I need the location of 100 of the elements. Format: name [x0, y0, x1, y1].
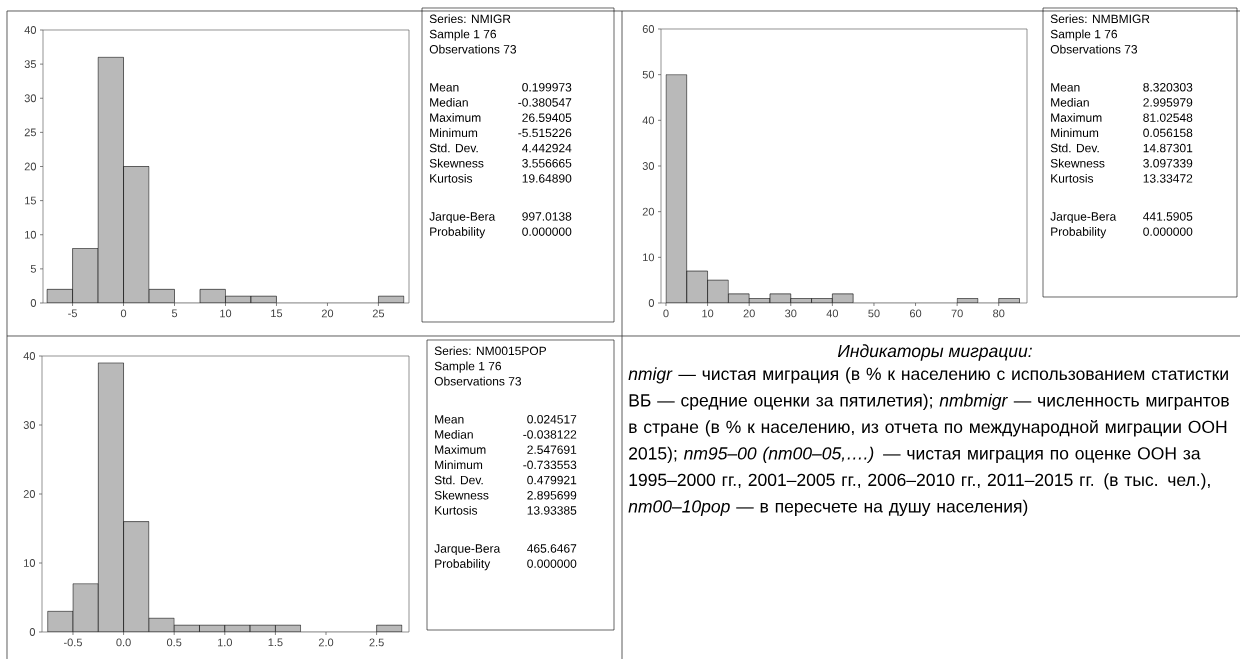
text: 465.6467 [527, 544, 577, 553]
text: Minimum [430, 128, 478, 138]
y-tick-label: 30 [24, 94, 37, 103]
text: Series: NM0015POP [434, 346, 547, 356]
x-tick-label: 0 [120, 309, 127, 318]
text: Mean [435, 415, 464, 424]
text: -5.515226 [518, 128, 572, 138]
text: Probability [430, 227, 486, 239]
text: 0.000000 [522, 227, 572, 236]
x-tick-label: 60 [909, 309, 922, 318]
x-tick-label: 5 [171, 309, 178, 318]
y-tick-label: 0 [29, 628, 36, 636]
text: 3.097339 [1143, 159, 1193, 168]
text: 13.33472 [1143, 174, 1193, 183]
y-tick-label: 30 [23, 421, 36, 429]
text: Series: NMBMIGR [1050, 14, 1150, 24]
text: 2.547691 [527, 445, 577, 454]
x-tick-label: 20 [321, 309, 334, 318]
x-tick-label: 30 [785, 309, 797, 318]
y-tick-label: 5 [30, 265, 36, 273]
text: Median [1051, 97, 1089, 107]
y-tick-label: 10 [24, 559, 36, 567]
text: 441.5905 [1143, 212, 1193, 221]
x-tick-label: 1.0 [217, 638, 232, 647]
text: -0.038122 [523, 430, 577, 439]
text: 8.320303 [1143, 83, 1193, 92]
text: 4.442924 [522, 143, 572, 153]
text: Sample 1 76 [434, 361, 502, 373]
x-tick-label: 10 [702, 309, 714, 318]
y-tick-label: 50 [642, 70, 655, 79]
x-tick-label: 80 [993, 309, 1005, 318]
text: 81.02548 [1143, 113, 1193, 122]
y-tick-label: 0 [648, 299, 655, 307]
text: Observations 73 [434, 376, 522, 386]
x-tick-label: 0 [663, 309, 669, 318]
text: Std. Dev. [434, 475, 483, 485]
y-tick-label: 20 [24, 162, 37, 171]
x-tick-label: 0.0 [116, 638, 131, 647]
text: 0.000000 [527, 559, 577, 568]
x-tick-label: 0.5 [166, 638, 182, 647]
text: Median [435, 429, 473, 439]
x-tick-label: 2.0 [318, 638, 334, 647]
text: Probability [435, 559, 491, 571]
text: Kurtosis [435, 505, 478, 515]
text: Kurtosis [430, 173, 473, 183]
y-tick-label: 20 [642, 207, 655, 216]
text: Median [430, 97, 468, 107]
text: Minimum [435, 460, 483, 470]
text: Skewness [1050, 158, 1105, 168]
y-tick-label: 0 [30, 299, 37, 307]
text: Sample 1 76 [1050, 29, 1118, 41]
x-tick-label: 20 [743, 309, 755, 318]
y-tick-label: 40 [23, 352, 36, 360]
text: Observations 73 [429, 44, 517, 54]
text: 2.895699 [527, 491, 577, 500]
text: 0.479921 [527, 475, 577, 485]
y-tick-label: 15 [25, 196, 36, 205]
text: Skewness [429, 158, 484, 168]
y-tick-label: 35 [24, 60, 36, 69]
text: Jarque-Bera [429, 212, 496, 224]
x-tick-label: 2.5 [369, 638, 384, 647]
text: Maximum [430, 113, 481, 122]
x-tick-label: 10 [220, 309, 232, 318]
text: 0.024517 [527, 415, 577, 424]
text: 997.0138 [522, 212, 572, 221]
y-tick-label: 10 [25, 230, 37, 239]
y-tick-label: 10 [643, 253, 655, 262]
text: Maximum [435, 445, 486, 454]
text: -0.733553 [523, 460, 577, 470]
y-tick-label: 60 [642, 25, 655, 33]
text: Mean [430, 83, 459, 92]
text: Maximum [1051, 113, 1102, 122]
text: Jarque-Bera [434, 544, 501, 556]
y-tick-label: 40 [642, 116, 655, 125]
text: 3.556665 [522, 159, 572, 168]
text: Kurtosis [1051, 173, 1094, 183]
text: nmigr — чистая миграция (в % к населению с использованием статистки ВБ — средние оценки за пятилетия); nmbmigr — численность мигрантов в стране (в % к населению, из отчета по международной миграции ООН 2015); nm95–00 (nm00–05,….) — чистая миграция по оценке ООН за 1995–2000 гг., 2001–2005 гг., 2006–2010 гг., 2011–2015 гг. (в тыс. чел.), nm00–10pop — в пересчете на душу населения) [628, 367, 1229, 517]
x-tick-label: 1.5 [268, 638, 283, 647]
text: 0.056158 [1143, 128, 1193, 138]
x-tick-label: 50 [868, 309, 880, 318]
x-tick-label: 70 [951, 309, 963, 318]
text: 0.000000 [1143, 227, 1193, 236]
y-tick-label: 20 [23, 490, 36, 498]
text: 14.87301 [1143, 143, 1193, 153]
text: Probability [1051, 227, 1107, 239]
y-tick-label: 30 [642, 162, 655, 170]
text: Mean [1051, 83, 1080, 92]
text: 26.59405 [522, 113, 572, 122]
text: 19.64890 [522, 174, 572, 183]
x-tick-label: -0.5 [63, 638, 82, 647]
text: -0.380547 [518, 98, 572, 107]
text: Observations 73 [1050, 44, 1138, 54]
text: Std. Dev. [429, 143, 478, 153]
text: 0.199973 [522, 83, 572, 92]
text: Sample 1 76 [429, 29, 497, 41]
text: Std. Dev. [1050, 143, 1099, 153]
x-tick-label: 25 [372, 309, 385, 318]
x-tick-label: 15 [271, 309, 283, 318]
text: 2.995979 [1143, 98, 1193, 107]
text: Skewness [434, 490, 489, 500]
